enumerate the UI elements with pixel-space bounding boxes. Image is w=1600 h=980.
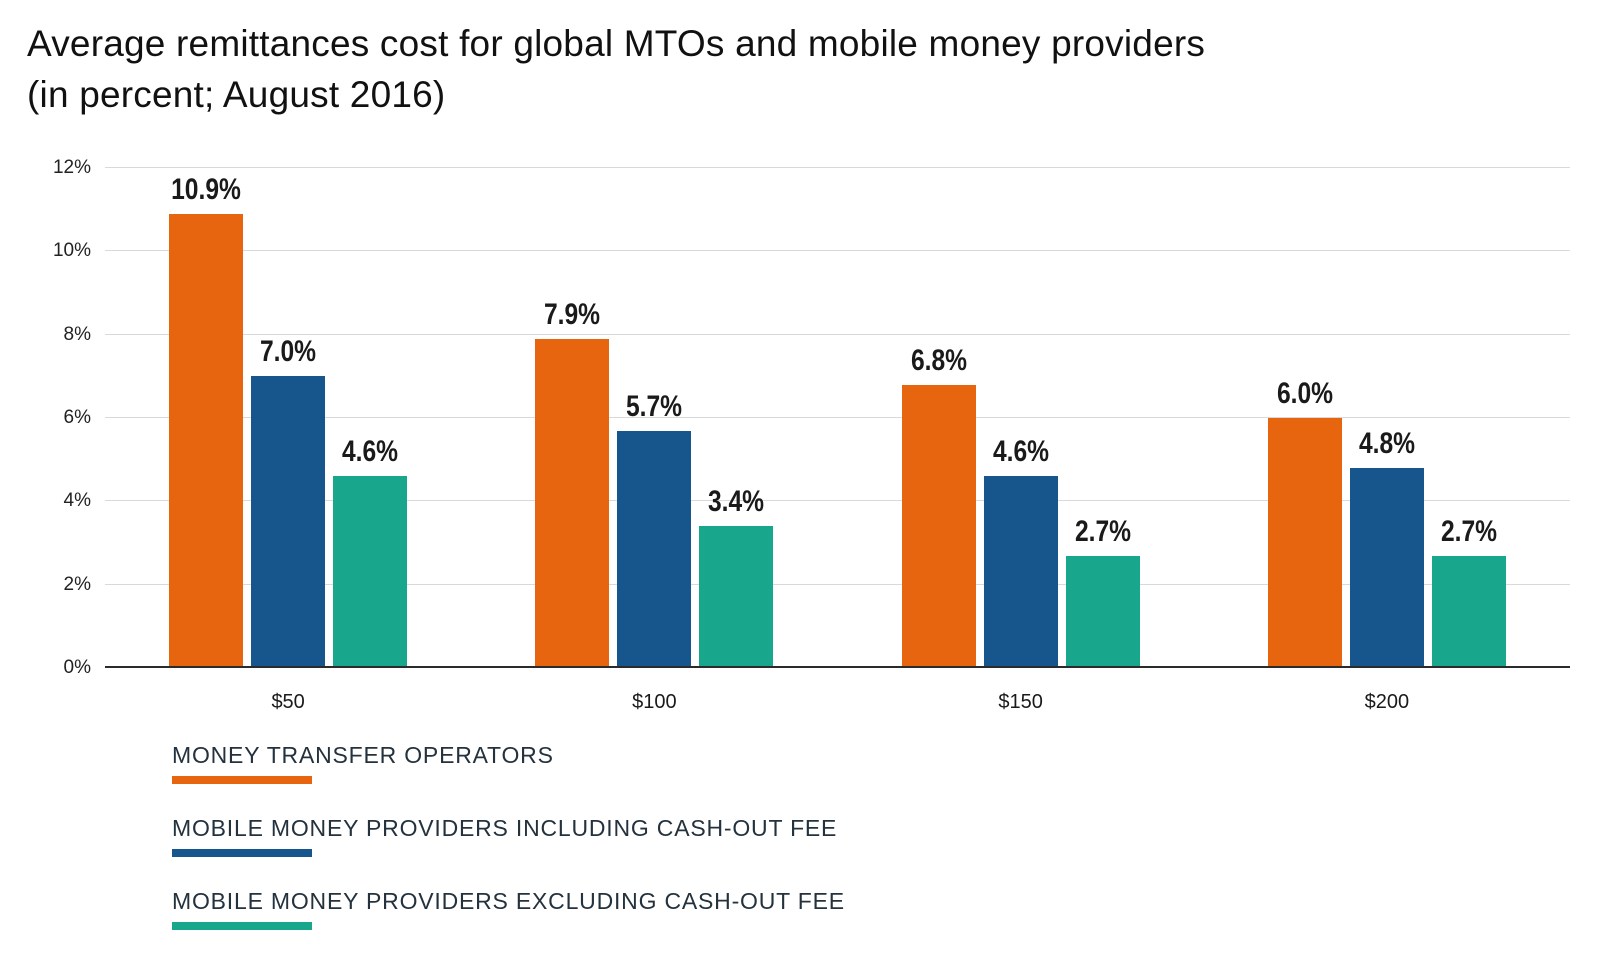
- bar: 4.6%: [983, 435, 1058, 669]
- chart-title: Average remittances cost for global MTOs…: [27, 23, 1206, 116]
- y-tick-label: 2%: [63, 573, 91, 595]
- bar: 4.6%: [333, 435, 408, 669]
- gridline: [105, 417, 1570, 419]
- bar-group: 7.9% 5.7% 3.4% $100: [535, 168, 774, 713]
- x-axis-line: [105, 666, 1570, 669]
- page: Average remittances cost for global MTOs…: [27, 23, 1570, 931]
- y-tick-label: 10%: [52, 240, 91, 262]
- bar: 4.8%: [1349, 427, 1424, 669]
- gridline: [105, 500, 1570, 502]
- legend-label: MONEY TRANSFER OPERATORS: [172, 742, 554, 769]
- legend-label: MOBILE MONEY PROVIDERS INCLUDING CASH-OU…: [172, 815, 838, 842]
- y-tick-label: 6%: [63, 407, 91, 429]
- x-category-label: $150: [998, 691, 1043, 714]
- legend-label: MOBILE MONEY PROVIDERS EXCLUDING CASH-OU…: [172, 888, 845, 915]
- bar-group: 6.8% 4.6% 2.7% $150: [901, 168, 1140, 713]
- x-category-label: $100: [632, 691, 677, 714]
- legend-item: MOBILE MONEY PROVIDERS INCLUDING CASH-OU…: [172, 815, 1570, 858]
- bar-value-label: 3.4%: [708, 485, 765, 519]
- bar: 6.0%: [1267, 377, 1342, 669]
- bar: 2.7%: [1065, 515, 1140, 669]
- bar-value-label: 7.9%: [544, 297, 601, 331]
- bar-group: 6.0% 4.8% 2.7% $200: [1267, 168, 1506, 713]
- bar-value-label: 4.6%: [992, 435, 1049, 469]
- bar-value-label: 4.6%: [342, 435, 399, 469]
- legend-color-swatch: [172, 849, 312, 858]
- bar-value-label: 6.8%: [910, 343, 967, 377]
- legend: MONEY TRANSFER OPERATORS MOBILE MONEY PRO…: [172, 742, 1570, 931]
- bar: 6.8%: [901, 344, 976, 669]
- bar: 2.7%: [1431, 515, 1506, 669]
- bar-group: 10.9% 7.0% 4.6% $50: [169, 168, 408, 713]
- y-axis: 0% 2% 4% 6% 8% 10% 12%: [27, 157, 105, 678]
- bar-groups: 10.9% 7.0% 4.6% $50 7.9% 5.7% 3.4% $100 6.8% 4.6%…: [105, 168, 1570, 713]
- bar-value-label: 2.7%: [1440, 514, 1497, 548]
- bar-value-label: 4.8%: [1358, 427, 1415, 461]
- x-category-label: $50: [271, 691, 305, 714]
- legend-color-swatch: [172, 776, 312, 785]
- bar: 7.9%: [535, 298, 610, 669]
- bar: 7.0%: [251, 335, 326, 669]
- gridline: [105, 250, 1570, 252]
- bar-value-label: 2.7%: [1074, 514, 1131, 548]
- y-tick-label: 0%: [63, 657, 91, 679]
- y-tick-label: 12%: [52, 157, 91, 179]
- bar-chart: 0% 2% 4% 6% 8% 10% 12% 10.9% 7.0% 4.6% $50 7.9% 5.7…: [27, 157, 1570, 713]
- bar-value-label: 10.9%: [171, 172, 242, 206]
- bar: 5.7%: [617, 390, 692, 669]
- gridline: [105, 583, 1570, 585]
- bar: 3.4%: [699, 485, 774, 669]
- x-category-label: $200: [1364, 691, 1410, 714]
- bar-value-label: 7.0%: [260, 335, 317, 369]
- legend-item: MONEY TRANSFER OPERATORS: [172, 742, 1570, 785]
- bar-value-label: 5.7%: [626, 389, 683, 423]
- bar-value-label: 6.0%: [1276, 377, 1333, 411]
- y-tick-label: 4%: [63, 490, 91, 512]
- y-tick-label: 8%: [63, 323, 91, 345]
- gridline: [105, 167, 1570, 169]
- bar: 10.9%: [169, 173, 244, 669]
- legend-color-swatch: [172, 922, 312, 931]
- gridline: [105, 333, 1570, 335]
- legend-item: MOBILE MONEY PROVIDERS EXCLUDING CASH-OU…: [172, 888, 1570, 931]
- plot-area: 10.9% 7.0% 4.6% $50 7.9% 5.7% 3.4% $100 6.8% 4.6%…: [105, 167, 1570, 713]
